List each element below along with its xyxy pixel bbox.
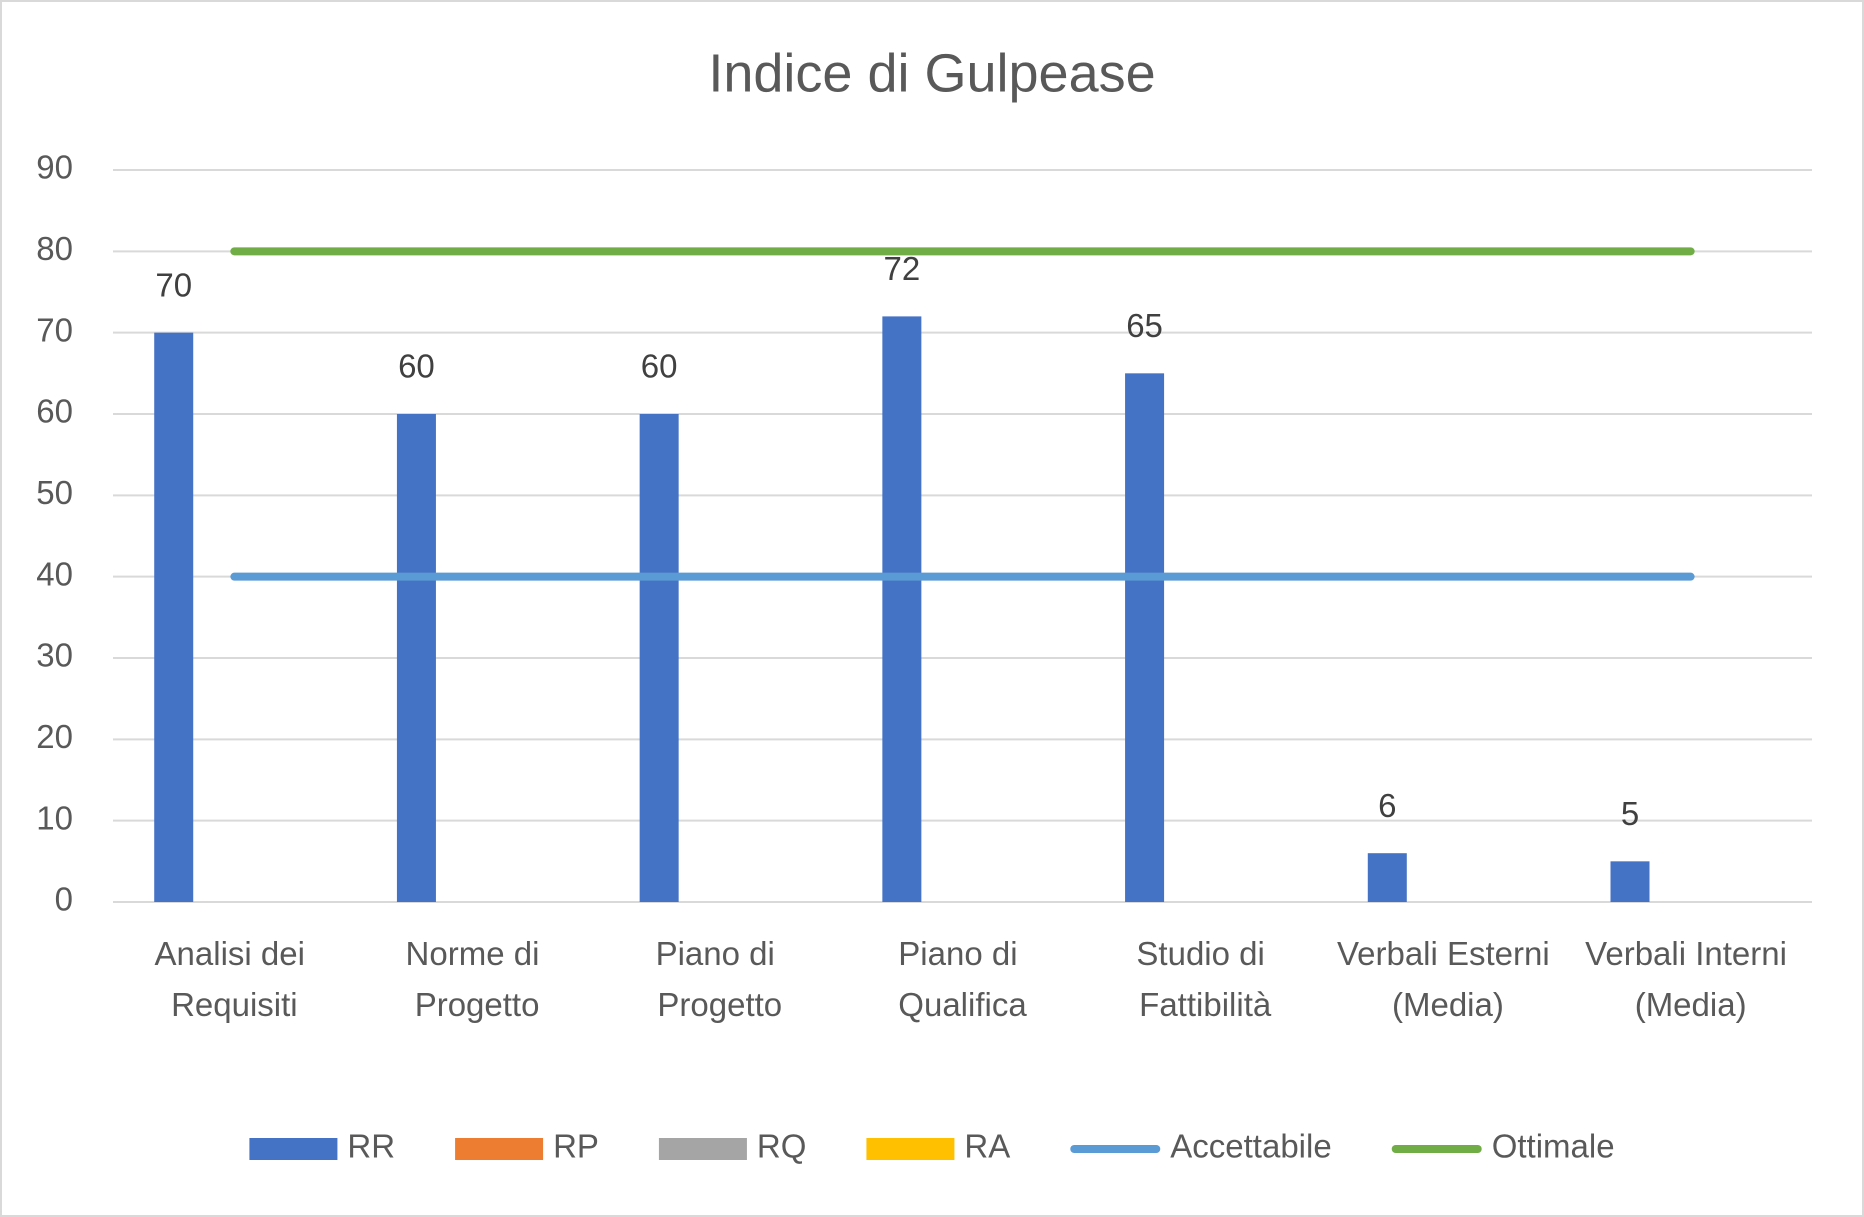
y-tick-label: 40 [36, 555, 73, 592]
bar [1125, 373, 1165, 902]
data-label: 60 [641, 348, 678, 385]
data-label: 60 [398, 348, 435, 385]
legend-label: Ottimale [1492, 1128, 1615, 1165]
data-label: 70 [155, 266, 192, 303]
y-tick-label: 80 [36, 230, 73, 267]
data-label: 5 [1621, 795, 1639, 832]
y-tick-label: 30 [36, 637, 73, 674]
data-label: 65 [1126, 307, 1163, 344]
data-label: 72 [884, 250, 921, 287]
y-tick-label: 50 [36, 474, 73, 511]
y-tick-label: 0 [55, 881, 73, 918]
bar [1610, 861, 1650, 902]
bar [396, 414, 436, 902]
bar [639, 414, 679, 902]
y-tick-label: 10 [36, 799, 73, 836]
legend-label: RR [347, 1128, 395, 1165]
x-tick-label: Analisi dei Requisiti [155, 935, 315, 1023]
legend-swatch [658, 1138, 747, 1160]
x-tick-label: Verbali Interni (Media) [1585, 935, 1796, 1023]
legend-label: RA [964, 1128, 1010, 1165]
bar [1367, 853, 1407, 902]
y-tick-label: 60 [36, 393, 73, 430]
bar [154, 332, 194, 903]
x-tick-label: Piano di Progetto [656, 935, 784, 1023]
legend-swatch [249, 1138, 338, 1160]
legend-label: Accettabile [1170, 1128, 1331, 1165]
y-tick-label: 20 [36, 718, 73, 755]
legend-label: RQ [757, 1128, 807, 1165]
legend-label: RP [553, 1128, 599, 1165]
x-tick-label: Piano di Qualifica [898, 935, 1027, 1023]
x-tick-label: Norme di Progetto [406, 935, 549, 1023]
legend-swatch [455, 1138, 544, 1160]
x-tick-label: Studio di Fattibilità [1136, 935, 1274, 1023]
bar [882, 316, 922, 902]
chart-title: Indice di Gulpease [708, 43, 1155, 103]
legend-swatch [866, 1138, 955, 1160]
x-tick-label: Verbali Esterni (Media) [1337, 935, 1559, 1023]
y-tick-label: 70 [36, 311, 73, 348]
y-tick-label: 90 [36, 149, 73, 186]
data-label: 6 [1378, 787, 1396, 824]
